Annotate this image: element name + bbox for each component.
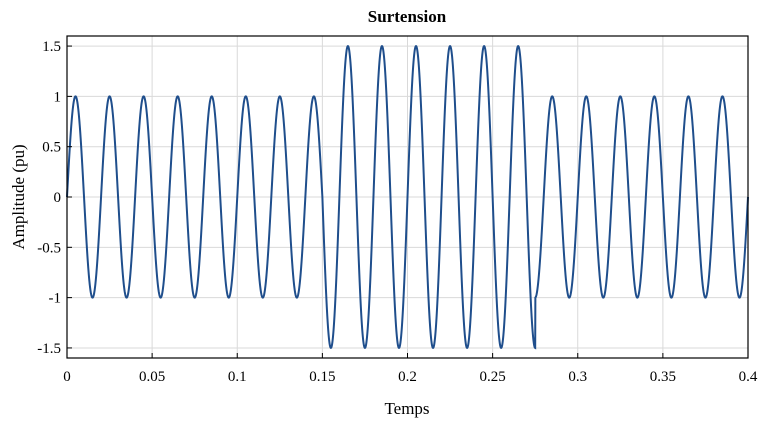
chart-title: Surtension — [368, 7, 447, 26]
y-ticks: -1.5 -1 -0.5 0 0.5 1 1.5 — [37, 39, 72, 357]
x-axis-label: Temps — [384, 399, 429, 418]
y-tick-label: 1.5 — [42, 39, 61, 55]
x-tick-label: 0.2 — [398, 369, 417, 385]
x-tick-label: 0.3 — [568, 369, 587, 385]
y-axis-label: Amplitude (pu) — [9, 144, 28, 249]
y-tick-label: -1.5 — [37, 341, 61, 357]
x-tick-label: 0.25 — [480, 369, 506, 385]
y-tick-label: -1 — [49, 291, 62, 307]
y-tick-label: -0.5 — [37, 240, 61, 256]
y-tick-label: 1 — [54, 89, 62, 105]
x-tick-label: 0.15 — [309, 369, 335, 385]
x-tick-label: 0.4 — [739, 369, 758, 385]
x-tick-label: 0.35 — [650, 369, 676, 385]
y-tick-label: 0.5 — [42, 140, 61, 156]
y-tick-label: 0 — [54, 190, 62, 206]
signal-line — [66, 44, 749, 350]
x-tick-label: 0 — [63, 369, 71, 385]
x-tick-label: 0.05 — [139, 369, 165, 385]
x-tick-label: 0.1 — [228, 369, 247, 385]
x-ticks: 0 0.05 0.1 0.15 0.2 0.25 0.3 0.35 0.4 — [63, 353, 758, 385]
